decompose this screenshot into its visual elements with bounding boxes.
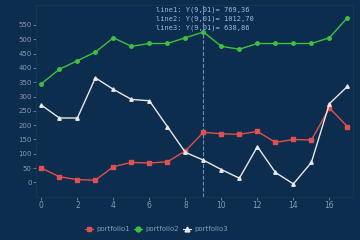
Legend: portfolio1, portfolio2, portfolio3: portfolio1, portfolio2, portfolio3 [82, 223, 230, 235]
Text: line1: Y(9,01)= 769,36
line2: Y(9,01)= 1012,70
line3: Y(9,01)= 638,86: line1: Y(9,01)= 769,36 line2: Y(9,01)= 1… [156, 7, 254, 31]
